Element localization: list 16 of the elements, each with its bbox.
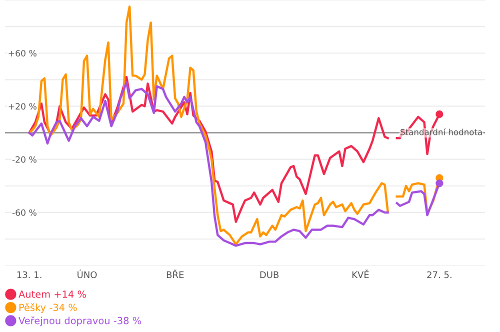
point xyxy=(436,110,444,118)
y-tick-label: +60 % xyxy=(8,50,36,57)
y-tick-label: -60 % xyxy=(12,209,36,216)
point xyxy=(436,179,444,188)
x-tick-label: 27. 5. xyxy=(427,271,452,278)
x-tick-label: KVĚ xyxy=(352,270,369,278)
x-tick-label: 13. 1. xyxy=(17,271,42,278)
legend-label: Autem +14 % xyxy=(18,290,86,298)
x-tick-label: DUB xyxy=(260,271,279,278)
y-tick-label: -20 % xyxy=(12,156,36,163)
legend-label: Pěšky -34 % xyxy=(19,303,77,313)
legend-label: Veřejnou dopravou -38 % xyxy=(18,316,142,326)
x-tick-label: BŘE xyxy=(166,270,184,278)
ref-line-label: Standardní hodnota xyxy=(400,128,482,136)
y-tick-label: +20 % xyxy=(8,103,36,110)
x-tick-label: ÚNO xyxy=(78,270,97,278)
